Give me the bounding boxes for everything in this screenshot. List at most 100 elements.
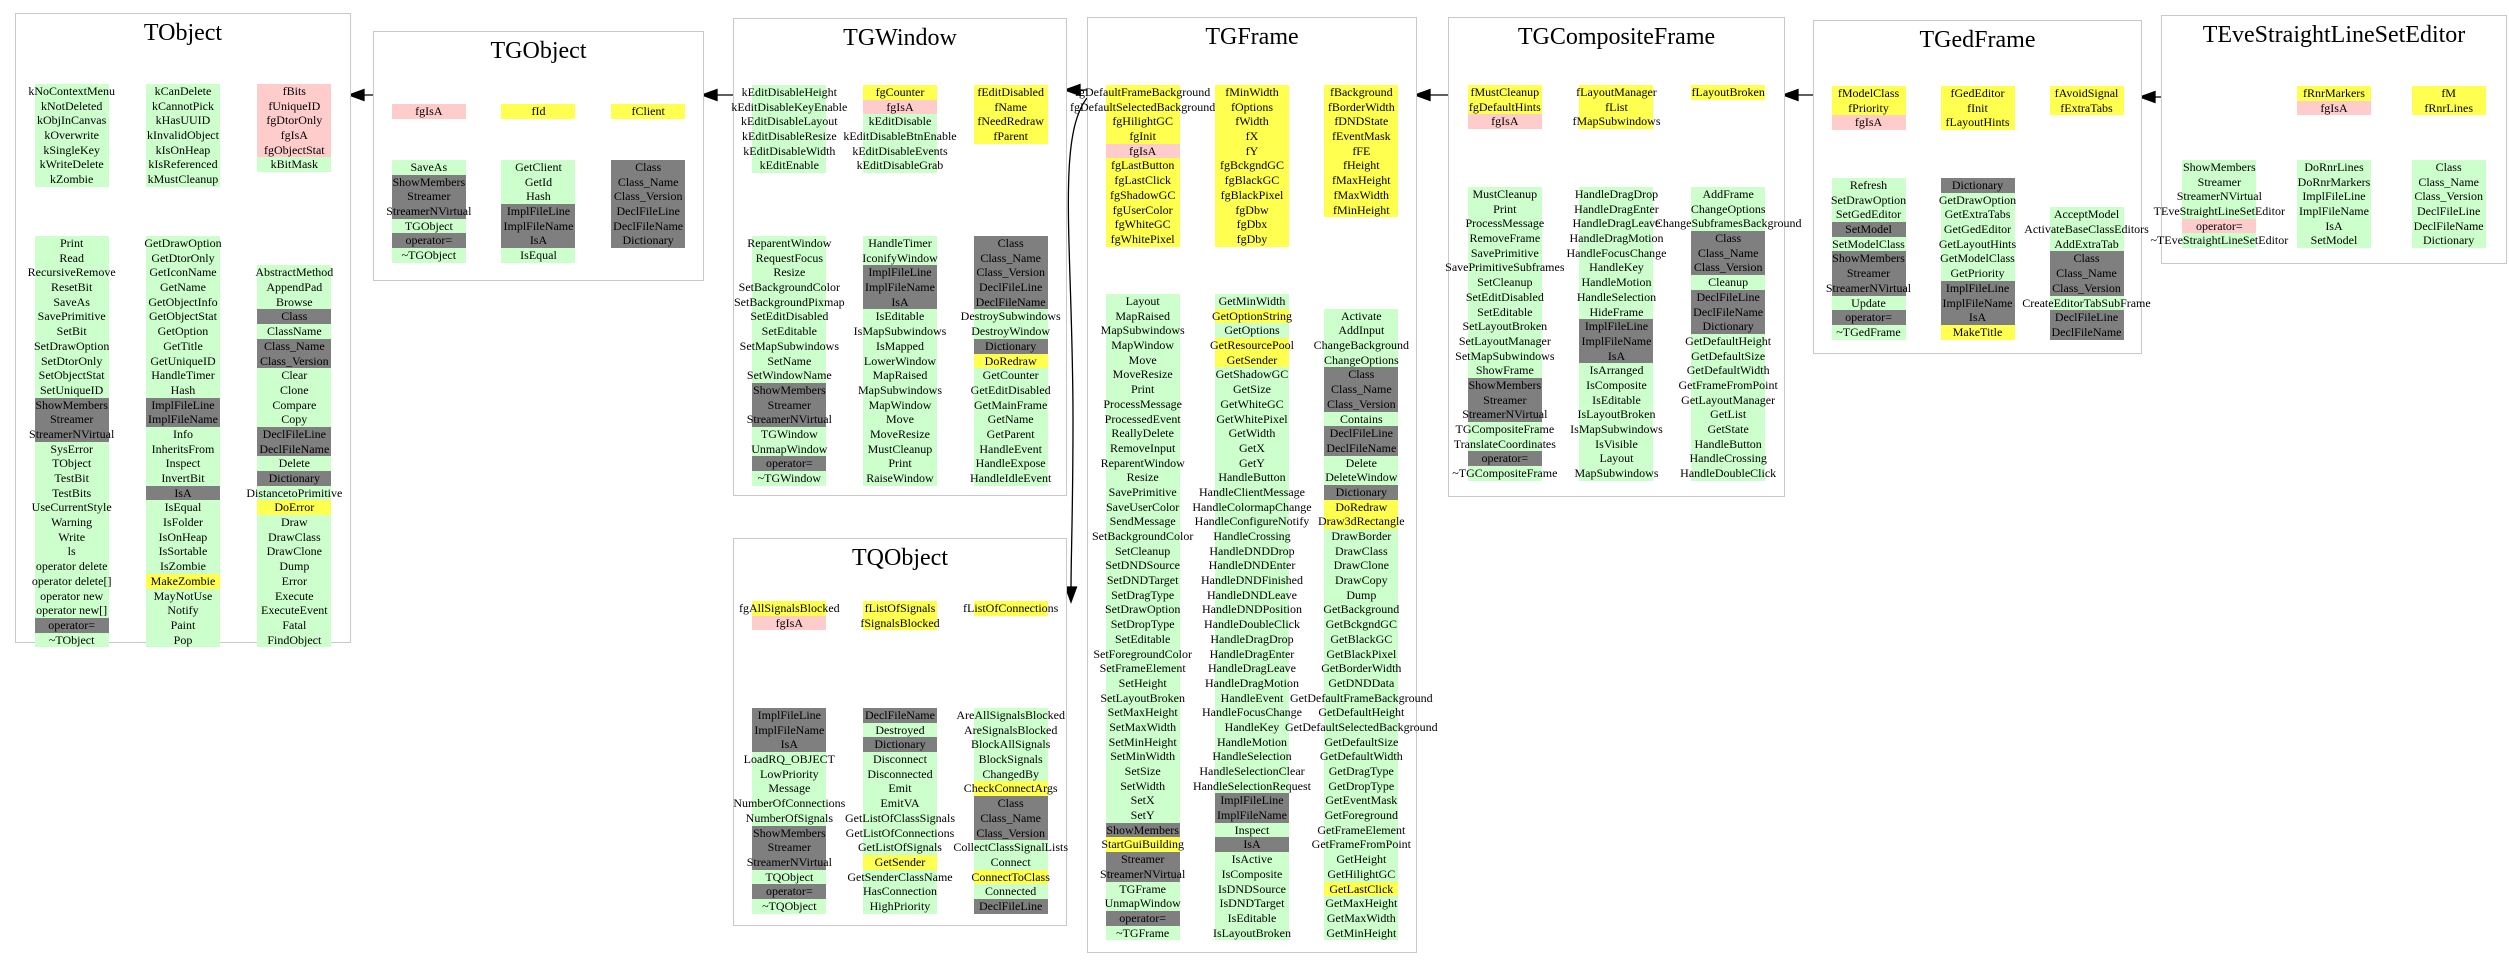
method-cell[interactable]: SetWindowName [747,368,832,383]
method-cell[interactable]: HandleCrossing [1213,529,1291,544]
method-cell[interactable]: GetId [501,174,576,190]
method-cell[interactable]: DoError [257,500,332,516]
method-cell[interactable]: GetIconName [145,265,220,281]
member-cell[interactable]: fMapSubwindows [1572,114,1661,130]
method-cell[interactable]: Draw3dRectangle [1318,514,1405,529]
member-cell[interactable]: fgIsA [2296,100,2371,116]
method-cell[interactable]: Dictionary [973,338,1048,354]
member-cell[interactable]: fgBlackPixel [1214,187,1289,203]
method-cell[interactable]: MoveResize [862,426,937,442]
method-cell[interactable]: Write [34,529,109,545]
method-cell[interactable]: ReparentWindow [1101,455,1185,471]
member-cell[interactable]: fAvoidSignal [2049,86,2124,101]
method-cell[interactable]: operator new [34,588,109,604]
member-cell[interactable]: fMinWidth [1214,85,1289,100]
member-cell[interactable]: fRnrLines [2411,100,2486,116]
method-cell[interactable]: IsDNDTarget [1214,896,1289,911]
method-cell[interactable]: DeleteWindow [1324,470,1399,485]
method-cell[interactable]: GetWidth [1214,426,1289,441]
method-cell[interactable]: GetTitle [145,338,220,354]
method-cell[interactable]: HandleDNDEnter [1209,558,1295,574]
method-cell[interactable]: Resize [752,265,827,281]
method-cell[interactable]: InvertBit [145,471,220,486]
method-cell[interactable]: MapRaised [862,368,937,383]
method-cell[interactable]: ~TGWindow [752,471,827,486]
method-cell[interactable]: DeclFileLine [973,280,1048,295]
method-cell[interactable]: SavePrimitive [1467,245,1542,261]
member-cell[interactable]: kObjInCanvas [34,113,109,129]
method-cell[interactable]: SendMessage [1105,514,1180,529]
method-cell[interactable]: IsEqual [501,248,576,263]
method-cell[interactable]: ImplFileLine [1214,793,1289,809]
method-cell[interactable]: SetName [752,353,827,369]
method-cell[interactable]: HasConnection [862,884,937,899]
method-cell[interactable]: GetBlackGC [1324,631,1399,647]
member-cell[interactable]: fPriority [1831,100,1906,116]
class-title[interactable]: TGedFrame [1919,27,2036,53]
method-cell[interactable]: ChangedBy [973,766,1048,782]
method-cell[interactable]: IsEqual [145,500,220,516]
method-cell[interactable]: MapSubwindows [1101,323,1185,339]
member-cell[interactable]: fgIsA [1105,143,1180,159]
member-cell[interactable]: fgWhitePixel [1105,231,1180,247]
method-cell[interactable]: HandleDragEnter [1210,646,1294,662]
member-cell[interactable]: fEventMask [1324,129,1399,144]
method-cell[interactable]: SetCleanup [1467,275,1542,290]
method-cell[interactable]: ImplFileName [1214,808,1289,823]
member-cell[interactable]: fLayoutManager [1576,85,1657,100]
method-cell[interactable]: GetObjectStat [145,309,220,325]
member-cell[interactable]: fLayoutBroken [1691,85,1766,100]
method-cell[interactable]: HandleClientMessage [1199,484,1305,500]
method-cell[interactable]: ImplFileLine [145,397,220,413]
method-cell[interactable]: BlockAllSignals [971,737,1050,753]
method-cell[interactable]: Streamer [34,412,109,427]
method-cell[interactable]: GetWhiteGC [1214,396,1289,412]
method-cell[interactable]: GetState [1691,422,1766,437]
method-cell[interactable]: AbstractMethod [255,265,333,281]
method-cell[interactable]: UnmapWindow [751,441,827,457]
method-cell[interactable]: HandleDoubleClick [1204,617,1300,632]
member-cell[interactable]: fMinHeight [1324,202,1399,218]
method-cell[interactable]: Paint [145,617,220,633]
method-cell[interactable]: Streamer [1105,852,1180,867]
method-cell[interactable]: ProcessMessage [1466,216,1544,232]
method-cell[interactable]: SetDNDTarget [1105,573,1180,588]
method-cell[interactable]: ProcessedEvent [1105,411,1181,427]
method-cell[interactable]: SetMaxHeight [1105,705,1180,720]
method-cell[interactable]: Streamer [391,189,466,205]
method-cell[interactable]: SetEditable [1105,631,1180,647]
method-cell[interactable]: Class_Version [1691,260,1766,276]
method-cell[interactable]: StreamerNVirtual [2177,189,2262,205]
method-cell[interactable]: StartGuiBuilding [1101,837,1184,853]
method-cell[interactable]: HandleTimer [145,368,220,383]
method-cell[interactable]: HandleKey [1579,260,1654,276]
method-cell[interactable]: Read [34,250,109,266]
method-cell[interactable]: GetLayoutManager [1681,392,1775,408]
member-cell[interactable]: fUniqueID [257,98,332,114]
method-cell[interactable]: GetEventMask [1324,793,1399,809]
method-cell[interactable]: Print [1105,382,1180,397]
member-cell[interactable]: fRnrMarkers [2296,86,2371,101]
method-cell[interactable]: ImplFileName [752,722,827,738]
method-cell[interactable]: DeclFileLine [1324,426,1399,441]
method-cell[interactable]: GetBackground [1323,602,1399,618]
method-cell[interactable]: DeclFileLine [973,898,1048,914]
method-cell[interactable]: Layout [1105,294,1180,309]
method-cell[interactable]: SetModel [2296,233,2371,249]
method-cell[interactable]: SavePrimitive [1105,484,1180,500]
method-cell[interactable]: SetMapSubwindows [1455,348,1555,364]
method-cell[interactable]: Dictionary [611,233,686,249]
method-cell[interactable]: HandleMotion [1214,734,1289,750]
method-cell[interactable]: GetOptions [1214,323,1289,339]
method-cell[interactable]: DeclFileName [862,708,937,723]
method-cell[interactable]: IsOnHeap [145,529,220,545]
method-cell[interactable]: IsVisible [1579,436,1654,452]
method-cell[interactable]: SetY [1105,808,1180,823]
member-cell[interactable]: fgDefaultFrameBackground [1075,85,1210,100]
method-cell[interactable]: SetSize [1105,764,1180,779]
method-cell[interactable]: ImplFileLine [752,708,827,723]
class-title[interactable]: TEveStraightLineSetEditor [2202,22,2466,48]
member-cell[interactable]: fgBckgndGC [1214,158,1289,174]
method-cell[interactable]: Class_Name [973,810,1048,826]
member-cell[interactable]: kIsOnHeap [145,142,220,158]
